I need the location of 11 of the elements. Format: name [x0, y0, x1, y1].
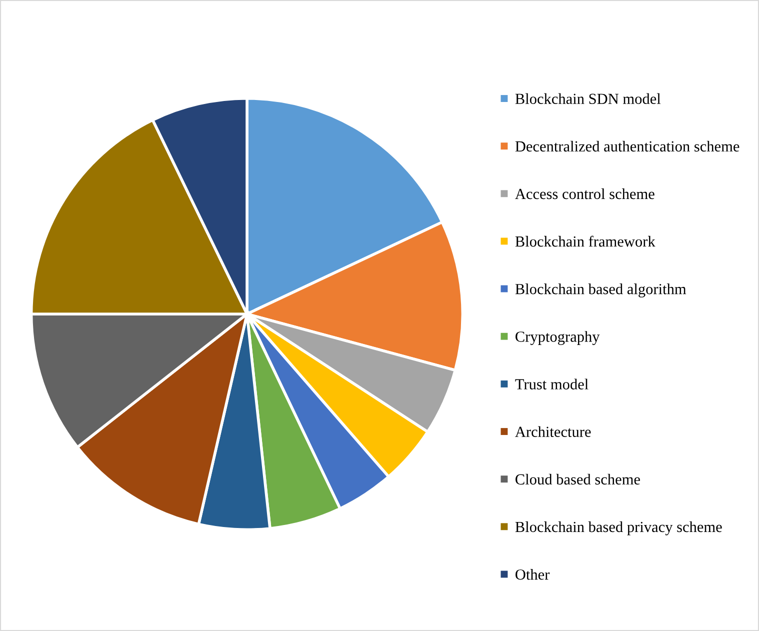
legend-label: Cloud based scheme — [516, 474, 640, 485]
legend-label: Other — [516, 568, 550, 580]
legend-label: Blockchain framework — [515, 236, 656, 247]
legend-label: Blockchain based privacy scheme — [515, 521, 722, 536]
legend-label: Architecture — [515, 426, 591, 438]
legend-label: Decentralized authentication scheme — [515, 140, 740, 152]
legend-label: Blockchain SDN model — [515, 93, 661, 104]
legend-label: Blockchain based algorithm — [515, 283, 686, 298]
legend-label: Access control scheme — [515, 188, 654, 200]
legend-label: Cryptography — [516, 331, 600, 345]
legend-label: Trust model — [515, 378, 588, 390]
